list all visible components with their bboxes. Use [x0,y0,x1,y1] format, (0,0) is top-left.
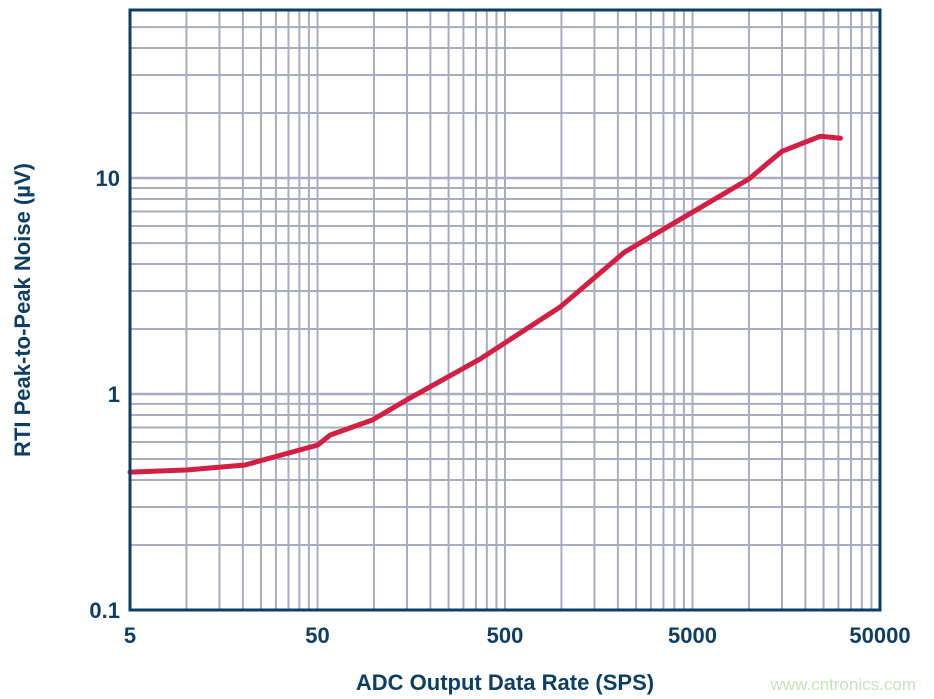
x-tick-labels: 5 50 500 5000 50000 [124,623,911,648]
series-line [127,133,843,475]
x-tick-label: 500 [487,623,524,648]
y-axis-label: RTI Peak-to-Peak Noise (µV) [10,163,35,457]
x-tick-label: 5 [124,623,136,648]
y-tick-label: 10 [96,166,120,191]
x-tick-label: 50000 [849,623,910,648]
plot-frame [128,8,882,612]
x-tick-label: 50 [305,623,329,648]
x-tick-label: 5000 [668,623,717,648]
grid [130,10,880,610]
y-tick-label: 0.1 [89,598,120,623]
y-tick-labels: 0.1 1 10 [89,166,120,623]
y-tick-label: 1 [108,382,120,407]
x-axis-label: ADC Output Data Rate (SPS) [356,670,654,695]
data-series [127,133,843,475]
watermark: www.cntronics.com [770,675,916,694]
